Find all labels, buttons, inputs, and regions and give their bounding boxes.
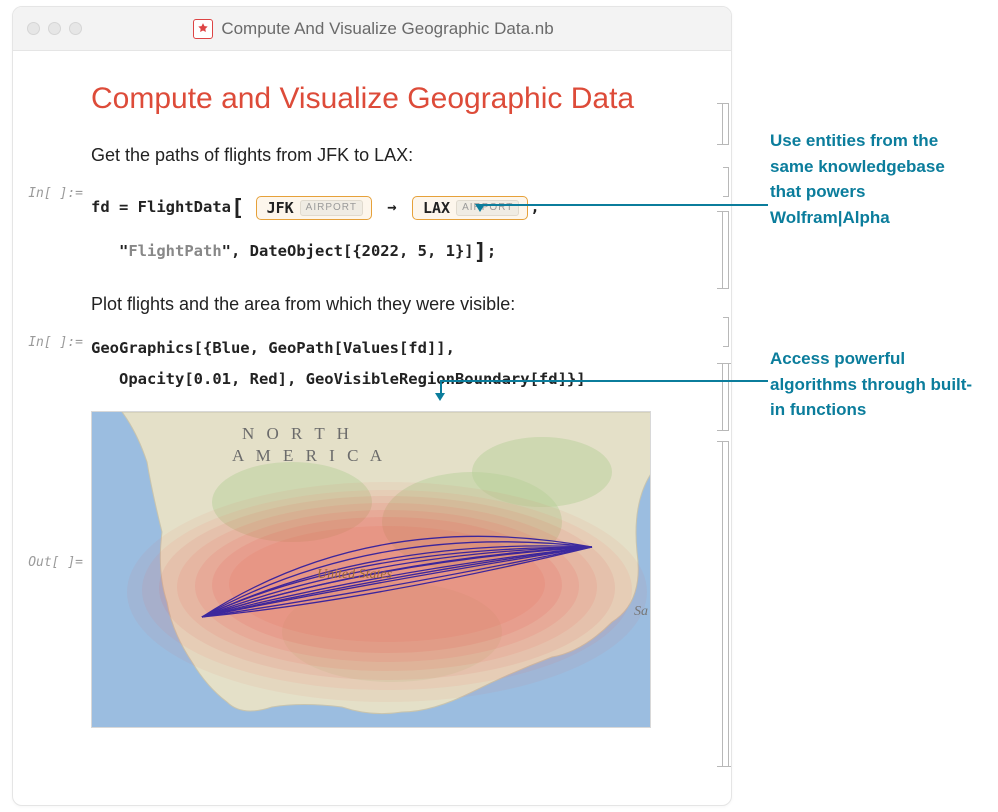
entity-type: AIRPORT — [456, 200, 519, 216]
text-cell: Get the paths of flights from JFK to LAX… — [91, 145, 703, 166]
window-title-wrap: Compute And Visualize Geographic Data.nb — [82, 19, 665, 39]
text-cell: Plot flights and the area from which the… — [91, 294, 703, 315]
notebook-content: Compute and Visualize Geographic Data Ge… — [13, 51, 731, 805]
code-text: [ — [231, 196, 244, 221]
annotation-connector — [440, 380, 442, 394]
map-country-label: United States — [317, 567, 392, 583]
arrowhead-icon — [435, 393, 445, 401]
entity-lax[interactable]: LAX AIRPORT — [412, 196, 528, 220]
annotation-connector — [480, 204, 768, 206]
arrow-icon: → — [383, 198, 400, 216]
minimize-icon[interactable] — [48, 22, 61, 35]
document-title: Compute and Visualize Geographic Data — [91, 81, 703, 117]
zoom-icon[interactable] — [69, 22, 82, 35]
entity-name: JFK — [267, 199, 294, 217]
entity-type: AIRPORT — [300, 200, 363, 216]
entity-jfk[interactable]: JFK AIRPORT — [256, 196, 372, 220]
entity-name: LAX — [423, 199, 450, 217]
input-cell[interactable]: fd = FlightData[ JFK AIRPORT → LAX AIRPO… — [91, 184, 731, 272]
output-prompt: Out[ ]= — [13, 405, 91, 570]
notebook-window: Compute And Visualize Geographic Data.nb… — [12, 6, 732, 806]
code-text: ", DateObject[{2022, 5, 1}] — [222, 242, 474, 260]
wolfram-notebook-icon — [193, 19, 213, 39]
window-controls — [27, 22, 82, 35]
code-text: " — [119, 242, 128, 260]
map-continent-label: A M E R I C A — [232, 446, 386, 466]
input-cell[interactable]: GeoGraphics[{Blue, GeoPath[Values[fd]], … — [91, 333, 731, 395]
close-icon[interactable] — [27, 22, 40, 35]
map-continent-label: N O R T H — [242, 424, 353, 444]
code-text: ; — [487, 242, 496, 260]
code-text: , — [530, 198, 539, 216]
code-text: Opacity[0.01, Red], GeoVisibleRegionBoun… — [119, 370, 586, 388]
code-text: GeoGraphics[{Blue, GeoPath[Values[fd]], — [91, 339, 455, 357]
input-prompt: In[ ]:= — [13, 184, 91, 201]
titlebar: Compute And Visualize Geographic Data.nb — [13, 7, 731, 51]
input-prompt: In[ ]:= — [13, 333, 91, 350]
map-edge-label: Sa — [634, 604, 648, 620]
annotation-connector — [440, 380, 768, 382]
code-text: fd = FlightData — [91, 198, 231, 216]
annotation-entities: Use entities from the same knowledgebase… — [770, 128, 980, 230]
code-text: ] — [474, 240, 487, 265]
window-title: Compute And Visualize Geographic Data.nb — [221, 19, 553, 39]
code-string: FlightPath — [128, 242, 221, 260]
arrowhead-icon — [475, 204, 485, 212]
map-output: N O R T H A M E R I C A United States Sa — [91, 411, 651, 728]
annotation-algorithms: Access powerful algorithms through built… — [770, 346, 980, 423]
